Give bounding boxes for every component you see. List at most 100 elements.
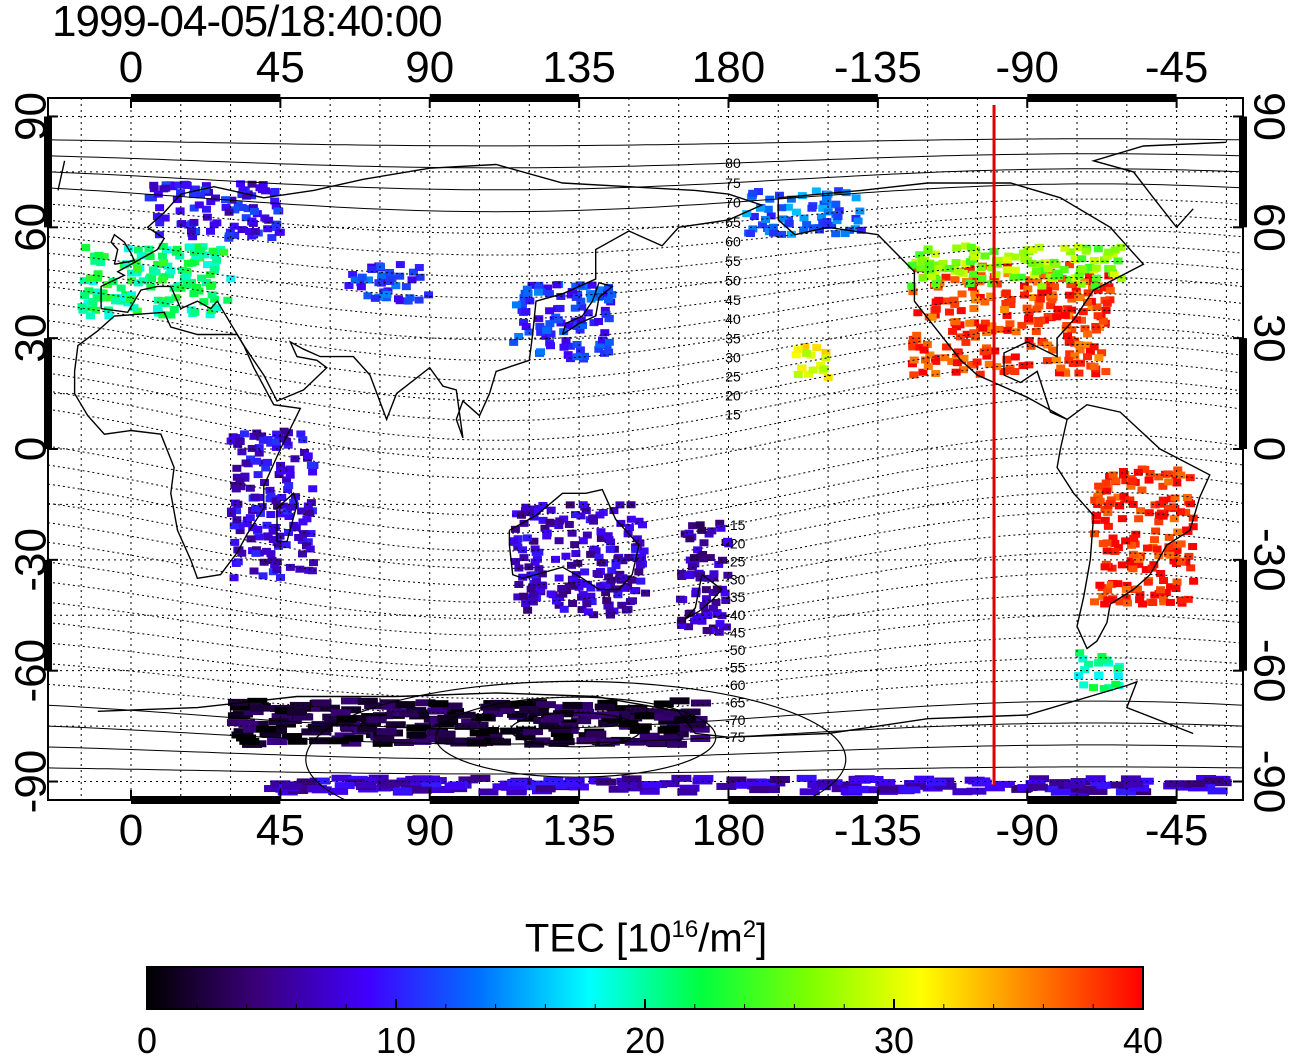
tec-cell <box>823 373 833 381</box>
tec-cell <box>1052 313 1062 321</box>
tec-cell <box>709 570 719 578</box>
tec-cell <box>565 342 575 350</box>
tec-cell <box>132 269 142 277</box>
tec-cell <box>188 191 198 199</box>
tec-cell <box>811 187 821 195</box>
tec-cell <box>306 530 316 538</box>
tec-cell <box>1048 346 1058 354</box>
tec-cell <box>277 494 287 502</box>
tec-cell <box>1080 666 1090 674</box>
tec-cell <box>1033 320 1043 328</box>
tec-cell <box>699 539 709 547</box>
tec-cell <box>1067 326 1077 334</box>
tec-cell <box>1155 500 1165 508</box>
tec-cell <box>586 550 596 558</box>
tec-cell <box>1113 580 1123 588</box>
tec-cell <box>264 216 274 224</box>
tec-cell <box>711 599 721 607</box>
tec-cell <box>238 187 248 195</box>
lat-tick-label-left: 60 <box>7 203 56 252</box>
tec-cell <box>230 711 251 719</box>
tec-cell <box>206 198 216 206</box>
tec-cell <box>311 699 332 707</box>
tec-cell <box>521 503 531 511</box>
tec-cell <box>742 210 752 218</box>
tec-cell <box>1091 274 1101 282</box>
tec-cell <box>1097 652 1107 660</box>
tec-cell <box>177 266 187 274</box>
tec-cell <box>634 568 644 576</box>
frame-bar-right <box>1239 116 1247 228</box>
tec-cell <box>1099 256 1109 264</box>
tec-cell <box>146 283 156 291</box>
tec-cell <box>201 205 211 213</box>
tec-cell <box>1074 272 1084 280</box>
tec-cell <box>81 244 91 252</box>
tec-cell <box>266 511 276 519</box>
tec-cell <box>607 567 617 575</box>
tec-cell <box>96 259 106 267</box>
tec-cell <box>1164 478 1174 486</box>
tec-cell <box>1189 577 1199 585</box>
tec-cell <box>625 706 646 714</box>
tec-cell <box>575 579 585 587</box>
tec-cell <box>659 780 680 788</box>
tec-cell <box>1001 289 1011 297</box>
tec-cell <box>344 779 365 787</box>
tec-cell <box>1016 273 1026 281</box>
tec-cell <box>657 726 678 734</box>
tec-cell <box>271 438 281 446</box>
tec-cell <box>931 281 941 289</box>
tec-cell <box>230 538 240 546</box>
tec-cell <box>1003 326 1013 334</box>
tec-cell <box>1075 293 1085 301</box>
tec-cell <box>507 778 528 786</box>
tec-cell <box>405 775 426 783</box>
tec-cell <box>547 782 568 790</box>
tec-cell <box>529 590 539 598</box>
tec-cell <box>264 785 285 793</box>
magnetic-latitude-contour <box>48 572 1243 636</box>
tec-cell <box>311 721 332 729</box>
tec-cell <box>1108 596 1118 604</box>
tec-cell <box>748 225 758 233</box>
tec-cell <box>94 294 104 302</box>
tec-cell <box>1083 341 1093 349</box>
tec-cell <box>940 354 950 362</box>
tec-cell <box>267 738 288 746</box>
tec-cell <box>573 702 594 710</box>
tec-cell <box>1133 777 1154 785</box>
tec-cell <box>634 712 655 720</box>
lat-tick-label-right: -90 <box>1244 750 1292 814</box>
tec-cell <box>1154 473 1164 481</box>
tec-cell <box>189 185 199 193</box>
tec-cell <box>281 717 302 725</box>
frame-bar-bottom <box>429 796 580 804</box>
tec-cell <box>1203 777 1224 785</box>
tec-cell <box>607 705 628 713</box>
tec-cell <box>831 230 841 238</box>
tec-cell <box>1087 787 1108 795</box>
tec-cell <box>385 721 406 729</box>
tec-cell <box>1131 788 1152 796</box>
tec-cell <box>104 294 114 302</box>
tec-cell <box>194 287 204 295</box>
tec-cell <box>587 281 597 289</box>
lon-tick-label-bottom: -135 <box>834 806 922 855</box>
tec-cell <box>589 319 599 327</box>
tec-cell <box>1158 482 1168 490</box>
tec-cell <box>182 269 192 277</box>
tec-cell <box>542 326 552 334</box>
tec-cell <box>799 788 820 796</box>
tec-cell <box>1083 289 1093 297</box>
frame-bar-left <box>44 338 52 449</box>
tec-cell <box>1002 256 1012 264</box>
magnetic-latitude-contour <box>48 722 1243 745</box>
tec-cell <box>1164 780 1185 788</box>
tec-cell <box>512 510 522 518</box>
tec-cell <box>1084 263 1094 271</box>
tec-cell <box>639 547 649 555</box>
tec-cell <box>994 256 1004 264</box>
tec-cell <box>252 457 262 465</box>
tec-cell <box>577 606 587 614</box>
